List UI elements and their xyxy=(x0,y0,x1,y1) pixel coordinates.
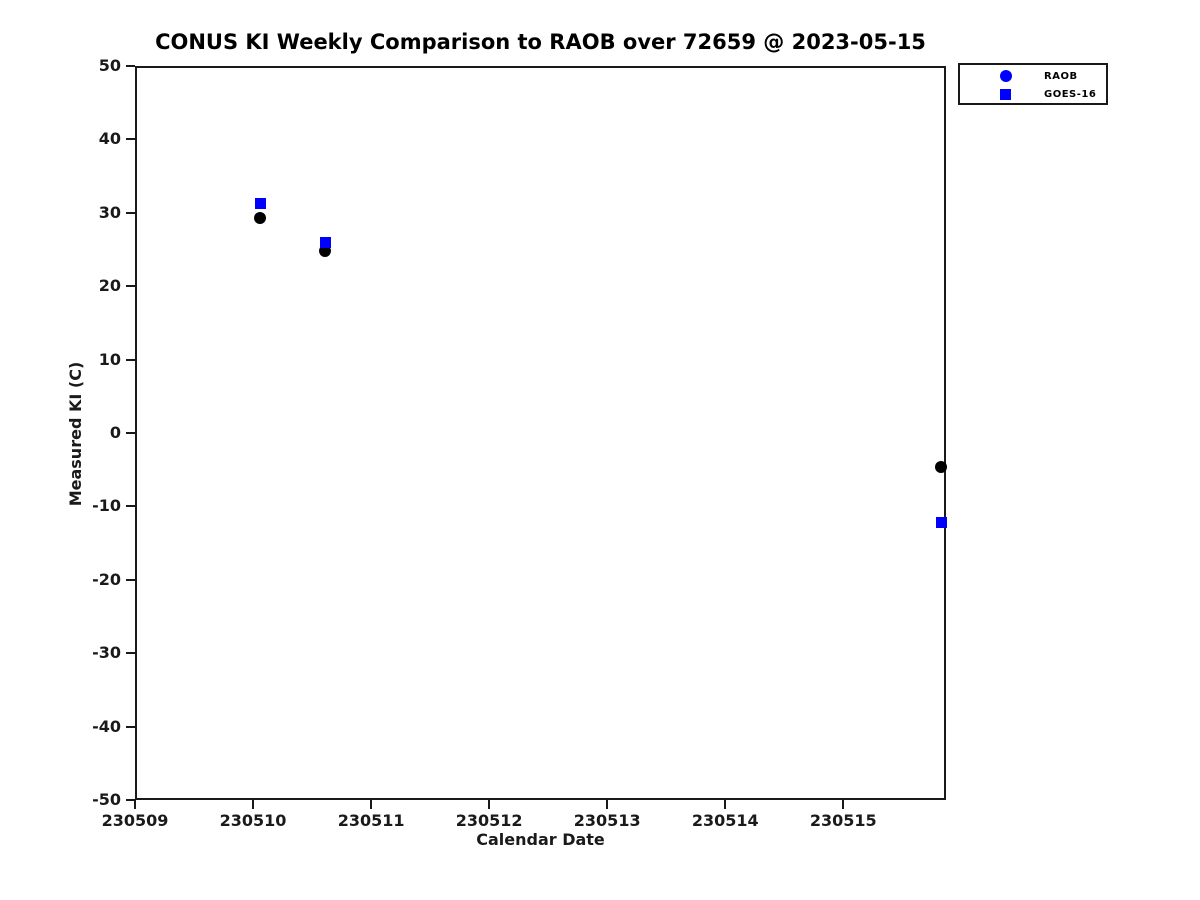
data-point-raob xyxy=(935,461,948,474)
y-tick xyxy=(126,432,135,434)
y-tick xyxy=(126,138,135,141)
legend-square-icon xyxy=(1000,88,1011,100)
x-tick-label: 230513 xyxy=(573,811,641,830)
y-tick xyxy=(126,358,135,361)
y-tick xyxy=(126,652,135,655)
x-tick-label: 230514 xyxy=(691,811,759,830)
y-tick-label: 40 xyxy=(98,129,121,149)
y-tick xyxy=(126,505,135,508)
x-tick xyxy=(134,800,136,809)
legend: RAOB GOES-16 xyxy=(958,63,1108,105)
y-tick-label: -30 xyxy=(92,643,121,663)
legend-item-goes-16: GOES-16 xyxy=(960,85,1106,103)
y-tick xyxy=(126,285,135,288)
y-tick-label: 20 xyxy=(98,276,121,296)
x-tick-label: 230509 xyxy=(101,811,169,830)
y-tick xyxy=(126,578,135,581)
y-tick-label: -50 xyxy=(92,790,121,809)
y-tick xyxy=(126,799,135,801)
legend-circle-icon xyxy=(1000,70,1012,82)
y-tick-label: 50 xyxy=(98,56,121,75)
y-tick-label: 10 xyxy=(98,349,121,369)
data-point-goes-16 xyxy=(935,517,947,529)
x-axis-label: Calendar Date xyxy=(476,830,605,849)
y-tick-label: 0 xyxy=(109,423,121,442)
y-tick xyxy=(126,65,135,67)
data-point-raob xyxy=(254,211,267,224)
x-tick xyxy=(370,800,373,809)
legend-item-raob: RAOB xyxy=(960,67,1106,85)
x-tick-label: 230515 xyxy=(809,811,877,830)
x-tick-label: 230512 xyxy=(455,811,523,830)
y-tick xyxy=(126,211,135,214)
y-tick-label: -40 xyxy=(92,716,121,736)
x-tick xyxy=(488,800,491,809)
chart-title: CONUS KI Weekly Comparison to RAOB over … xyxy=(155,30,926,54)
legend-item-label: GOES-16 xyxy=(1044,88,1097,100)
y-tick-label: 30 xyxy=(98,202,121,222)
y-tick-label: -10 xyxy=(92,496,121,516)
x-tick xyxy=(724,800,727,809)
y-tick-label: -20 xyxy=(92,569,121,589)
x-tick xyxy=(842,800,845,809)
plot-area xyxy=(135,66,946,800)
x-tick xyxy=(252,800,255,809)
x-tick-label: 230510 xyxy=(219,811,287,830)
x-tick xyxy=(606,800,609,809)
data-point-goes-16 xyxy=(254,197,266,209)
data-point-goes-16 xyxy=(319,237,331,249)
x-tick-label: 230511 xyxy=(337,811,405,830)
y-tick xyxy=(126,725,135,728)
legend-item-label: RAOB xyxy=(1044,70,1078,82)
y-axis-label: Measured KI (C) xyxy=(66,361,85,507)
